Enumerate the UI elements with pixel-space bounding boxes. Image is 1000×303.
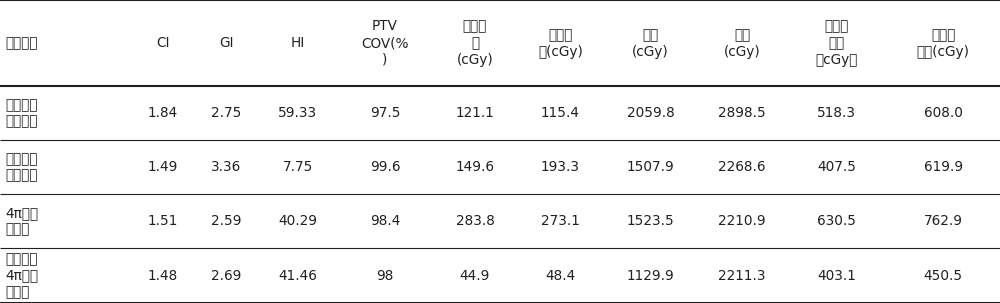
Text: 59.33: 59.33 — [278, 106, 317, 120]
Text: HI: HI — [291, 36, 305, 50]
Text: 右侧视
交叉(cGy): 右侧视 交叉(cGy) — [917, 28, 970, 58]
Text: 40.29: 40.29 — [278, 214, 317, 228]
Text: 脑干
(cGy): 脑干 (cGy) — [724, 28, 761, 58]
Text: 左侧视
交叉
（cGy）: 左侧视 交叉 （cGy） — [815, 19, 858, 67]
Text: 2059.8: 2059.8 — [627, 106, 674, 120]
Text: CI: CI — [156, 36, 170, 50]
Text: 1523.5: 1523.5 — [627, 214, 674, 228]
Text: 1.49: 1.49 — [148, 160, 178, 174]
Text: 41.46: 41.46 — [278, 268, 317, 283]
Text: 放疗技术: 放疗技术 — [5, 36, 38, 50]
Text: 762.9: 762.9 — [924, 214, 963, 228]
Text: 1.48: 1.48 — [148, 268, 178, 283]
Text: 48.4: 48.4 — [545, 268, 576, 283]
Text: 2210.9: 2210.9 — [718, 214, 766, 228]
Text: 407.5: 407.5 — [817, 160, 856, 174]
Text: 630.5: 630.5 — [817, 214, 856, 228]
Text: 2.75: 2.75 — [211, 106, 241, 120]
Text: 改进后的
4π放疗
新技术: 改进后的 4π放疗 新技术 — [5, 252, 38, 299]
Text: 1.51: 1.51 — [148, 214, 178, 228]
Text: 容积旋转
调强放疗: 容积旋转 调强放疗 — [5, 152, 38, 183]
Text: 273.1: 273.1 — [541, 214, 580, 228]
Text: 脊髓
(cGy): 脊髓 (cGy) — [632, 28, 669, 58]
Text: 2211.3: 2211.3 — [718, 268, 766, 283]
Text: 1129.9: 1129.9 — [627, 268, 674, 283]
Text: 右侧晶
体(cGy): 右侧晶 体(cGy) — [538, 28, 583, 58]
Text: 左侧晶
体
(cGy): 左侧晶 体 (cGy) — [457, 19, 493, 67]
Text: 619.9: 619.9 — [924, 160, 963, 174]
Text: 旋转拉弧
适形放疗: 旋转拉弧 适形放疗 — [5, 98, 38, 129]
Text: 99.6: 99.6 — [370, 160, 400, 174]
Text: 2898.5: 2898.5 — [718, 106, 766, 120]
Text: PTV
COV(%
): PTV COV(% ) — [361, 19, 409, 67]
Text: 115.4: 115.4 — [541, 106, 580, 120]
Text: 2268.6: 2268.6 — [718, 160, 766, 174]
Text: 1507.9: 1507.9 — [627, 160, 674, 174]
Text: 97.5: 97.5 — [370, 106, 400, 120]
Text: 121.1: 121.1 — [456, 106, 494, 120]
Text: 283.8: 283.8 — [456, 214, 494, 228]
Text: 44.9: 44.9 — [460, 268, 490, 283]
Text: 7.75: 7.75 — [283, 160, 313, 174]
Text: GI: GI — [219, 36, 233, 50]
Text: 1.84: 1.84 — [148, 106, 178, 120]
Text: 450.5: 450.5 — [924, 268, 963, 283]
Text: 403.1: 403.1 — [817, 268, 856, 283]
Text: 2.59: 2.59 — [211, 214, 241, 228]
Text: 98.4: 98.4 — [370, 214, 400, 228]
Text: 4π放疗
新技术: 4π放疗 新技术 — [5, 206, 38, 237]
Text: 3.36: 3.36 — [211, 160, 241, 174]
Text: 193.3: 193.3 — [541, 160, 580, 174]
Text: 518.3: 518.3 — [817, 106, 856, 120]
Text: 98: 98 — [376, 268, 394, 283]
Text: 149.6: 149.6 — [455, 160, 494, 174]
Text: 608.0: 608.0 — [924, 106, 963, 120]
Text: 2.69: 2.69 — [211, 268, 241, 283]
